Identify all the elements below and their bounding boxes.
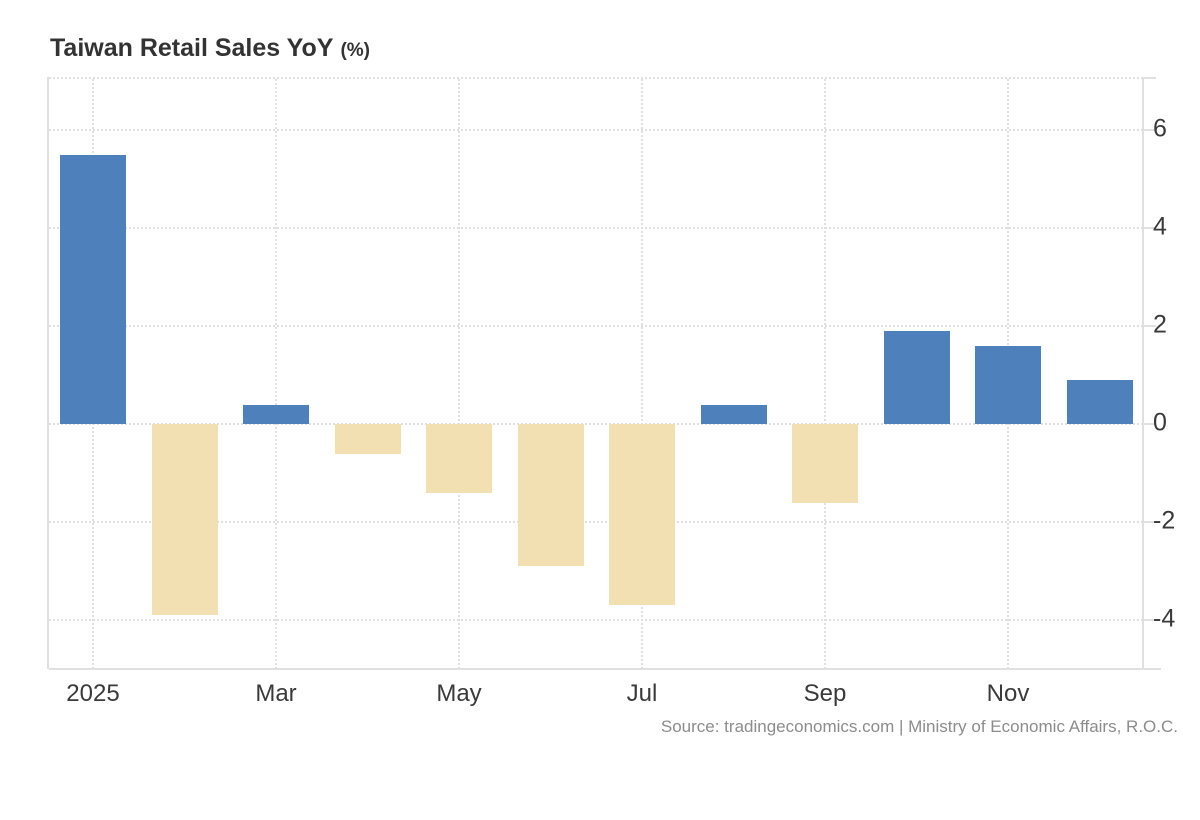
y-tick--2 bbox=[1142, 521, 1156, 524]
x-axis-label-mar: Mar bbox=[255, 680, 297, 707]
bar-nov-2025[interactable] bbox=[975, 345, 1041, 425]
chart-title-text: Taiwan Retail Sales YoY bbox=[50, 34, 334, 62]
y-tick-top bbox=[1142, 77, 1156, 79]
y-tick-6 bbox=[1142, 129, 1156, 132]
bar-mar-2025[interactable] bbox=[243, 404, 309, 425]
gridline-y-0 bbox=[49, 423, 1143, 426]
bar-jul-2025[interactable] bbox=[609, 424, 675, 606]
bar-apr-2025[interactable] bbox=[334, 424, 401, 454]
bar-feb-2025[interactable] bbox=[151, 424, 218, 616]
y-axis-label--2: -2 bbox=[1153, 506, 1176, 535]
bar-jun-2025[interactable] bbox=[517, 424, 584, 567]
y-axis-label-4: 4 bbox=[1153, 212, 1167, 241]
gridline-y-4 bbox=[49, 227, 1143, 230]
y-axis-label-2: 2 bbox=[1153, 310, 1167, 339]
gridline-x-jul bbox=[641, 79, 643, 669]
y-axis-label--4: -4 bbox=[1153, 604, 1176, 633]
source-attribution: Source: tradingeconomics.com | Ministry … bbox=[660, 717, 1178, 736]
gridline-x-may bbox=[458, 79, 460, 669]
x-axis-label-2025: 2025 bbox=[66, 680, 120, 707]
gridline-y-2 bbox=[49, 325, 1143, 328]
y-tick-4 bbox=[1142, 227, 1156, 230]
x-axis-label-nov: Nov bbox=[986, 680, 1030, 707]
plot-top-border bbox=[49, 77, 1143, 79]
bar-oct-2025[interactable] bbox=[883, 331, 950, 425]
plot-left-border bbox=[47, 77, 49, 669]
bar-jan-2025[interactable] bbox=[60, 154, 126, 425]
x-axis-label-may: May bbox=[436, 680, 482, 707]
gridline-y--4 bbox=[49, 619, 1143, 622]
bar-sep-2025[interactable] bbox=[792, 424, 858, 503]
gridline-x-sep bbox=[824, 79, 826, 669]
chart-title-unit: (%) bbox=[340, 40, 371, 61]
bar-dec-2025[interactable] bbox=[1066, 380, 1133, 425]
x-axis-label-jul: Jul bbox=[626, 680, 658, 707]
x-axis-label-sep: Sep bbox=[803, 680, 847, 707]
gridline-x-mar bbox=[275, 79, 277, 669]
y-tick--4 bbox=[1142, 619, 1156, 622]
y-axis-label-6: 6 bbox=[1153, 114, 1167, 143]
bar-may-2025[interactable] bbox=[426, 424, 492, 493]
y-axis-label-0: 0 bbox=[1153, 408, 1167, 437]
y-tick-0 bbox=[1142, 423, 1156, 426]
bar-aug-2025[interactable] bbox=[700, 404, 767, 425]
y-axis-line bbox=[1142, 77, 1144, 669]
chart-title: Taiwan Retail Sales YoY (%) bbox=[50, 34, 370, 63]
x-axis-line bbox=[49, 668, 1161, 670]
gridline-y-6 bbox=[49, 129, 1143, 132]
y-tick-2 bbox=[1142, 325, 1156, 328]
gridline-y--2 bbox=[49, 521, 1143, 524]
